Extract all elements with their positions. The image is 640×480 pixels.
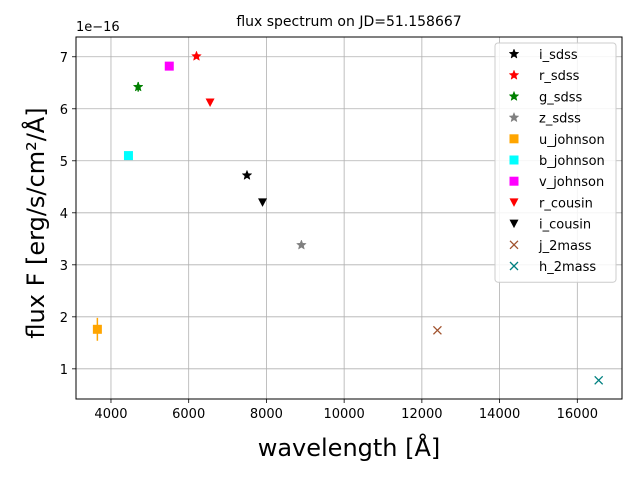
legend-marker-i_cousin [509, 219, 519, 229]
legend-label-b_johnson: b_johnson [539, 154, 605, 169]
legend-marker-j_2mass [509, 240, 519, 250]
legend-box [494, 42, 617, 283]
axes: 4000 6000 8000 10000 12000 14000 16000 1 2 3 4 5 6 7 [60, 51, 598, 422]
legend-label-r_cousin: r_cousin [539, 196, 593, 211]
legend-marker-r_cousin [509, 198, 519, 207]
y-tick-label: 6 [60, 103, 68, 118]
legend: i_sdss r_sdss g_sdss z_sdss u_johnson b_johns… [494, 42, 617, 283]
legend-label-r_sdss: r_sdss [539, 69, 580, 84]
x-tick-label: 14000 [479, 407, 520, 422]
x-tick-label: 10000 [323, 407, 364, 422]
legend-label-i_sdss: i_sdss [539, 48, 578, 63]
legend-label-u_johnson: u_johnson [539, 133, 605, 148]
x-axis-title: wavelength [Å] [258, 433, 441, 462]
y-tick-label: 1 [60, 363, 68, 378]
legend-label-j_2mass: j_2mass [538, 239, 592, 254]
y-axis-offset-label: 1e−16 [76, 20, 120, 35]
u_johnson-point [92, 324, 102, 334]
i_cousin-point [258, 198, 268, 207]
legend-marker-g_sdss [508, 90, 520, 101]
r_sdss-point [191, 50, 202, 61]
y-tick-label: 5 [60, 155, 68, 170]
legend-marker-r_sdss [508, 69, 520, 80]
y-tick-label: 7 [60, 51, 68, 66]
y-tick-label: 4 [60, 207, 68, 222]
x-tick-label: 8000 [250, 407, 283, 422]
r_cousin-point [205, 98, 215, 108]
legend-marker-i_sdss [508, 48, 520, 59]
legend-label-i_cousin: i_cousin [539, 218, 591, 233]
plot-frame [75, 36, 623, 400]
x-tick-label: 6000 [172, 407, 205, 422]
legend-marker-u_johnson [509, 134, 519, 144]
legend-label-g_sdss: g_sdss [539, 90, 583, 105]
h_2mass-point [594, 375, 604, 385]
legend-label-h_2mass: h_2mass [539, 260, 596, 275]
z_sdss-point [296, 239, 307, 250]
y-tick-label: 3 [60, 259, 68, 274]
legend-marker-v_johnson [509, 176, 519, 186]
legend-marker-z_sdss [508, 111, 520, 123]
y-axis-title: flux F [erg/s/cm²/Å] [21, 107, 50, 338]
legend-marker-b_johnson [509, 155, 519, 165]
x-tick-label: 16000 [557, 407, 598, 422]
legend-label-v_johnson: v_johnson [539, 175, 604, 190]
data-points [92, 50, 604, 385]
x-tick-label: 4000 [94, 407, 127, 422]
legend-label-z_sdss: z_sdss [539, 112, 581, 127]
x-tick-label: 12000 [401, 407, 442, 422]
j_2mass-point [432, 325, 442, 335]
v_johnson-point [164, 61, 174, 71]
y-tick-label: 2 [60, 311, 68, 326]
g_sdss-point [132, 81, 144, 92]
legend-marker-h_2mass [509, 261, 519, 271]
chart-title: flux spectrum on JD=51.158667 [236, 14, 461, 30]
b_johnson-point [123, 151, 133, 161]
i_sdss-point [241, 169, 253, 180]
